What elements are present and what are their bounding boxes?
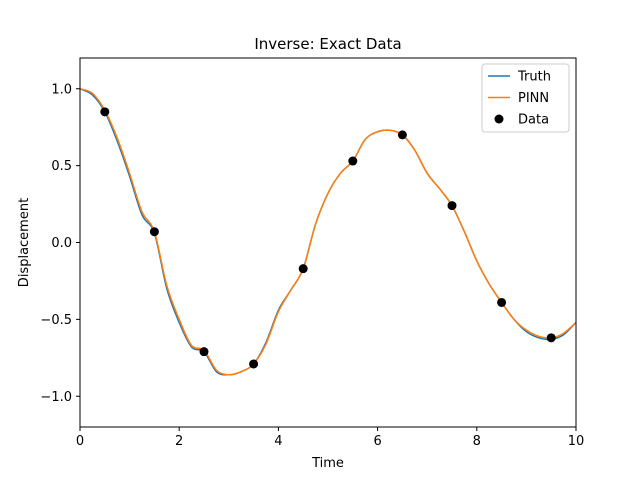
data-point <box>397 130 407 140</box>
data-point <box>348 156 358 166</box>
y-tick-label: 0.5 <box>51 159 72 174</box>
data-point <box>149 227 159 237</box>
y-tick-label: 1.0 <box>51 82 72 97</box>
chart-title: Inverse: Exact Data <box>254 35 401 53</box>
data-point <box>497 297 507 307</box>
x-axis-label: Time <box>311 456 344 471</box>
x-axis: 0 2 4 6 8 10 <box>76 427 584 449</box>
data-point <box>447 201 457 211</box>
y-tick-label: −1.0 <box>40 390 72 405</box>
legend-label-data: Data <box>518 113 549 128</box>
legend-label-pinn: PINN <box>518 91 549 106</box>
legend-swatch-data <box>494 114 504 124</box>
x-tick-label: 8 <box>473 434 481 449</box>
data-point <box>249 359 259 369</box>
x-tick-label: 6 <box>373 434 381 449</box>
y-axis: −1.0 −0.5 0.0 0.5 1.0 <box>40 82 80 405</box>
legend-box <box>481 63 570 133</box>
data-point <box>100 107 110 117</box>
data-point <box>298 264 308 274</box>
y-tick-label: −0.5 <box>40 313 72 328</box>
y-axis-label: Displacement <box>17 198 32 287</box>
legend-label-truth: Truth <box>517 70 551 85</box>
x-tick-label: 4 <box>274 434 282 449</box>
x-tick-label: 0 <box>76 434 84 449</box>
series-line-pinn <box>80 88 576 376</box>
y-tick-label: 0.0 <box>51 236 72 251</box>
legend: Truth PINN Data <box>481 63 570 133</box>
plot-area <box>80 88 576 376</box>
x-tick-label: 2 <box>175 434 183 449</box>
data-point <box>199 347 209 357</box>
x-tick-label: 10 <box>568 434 585 449</box>
data-point <box>546 333 556 343</box>
